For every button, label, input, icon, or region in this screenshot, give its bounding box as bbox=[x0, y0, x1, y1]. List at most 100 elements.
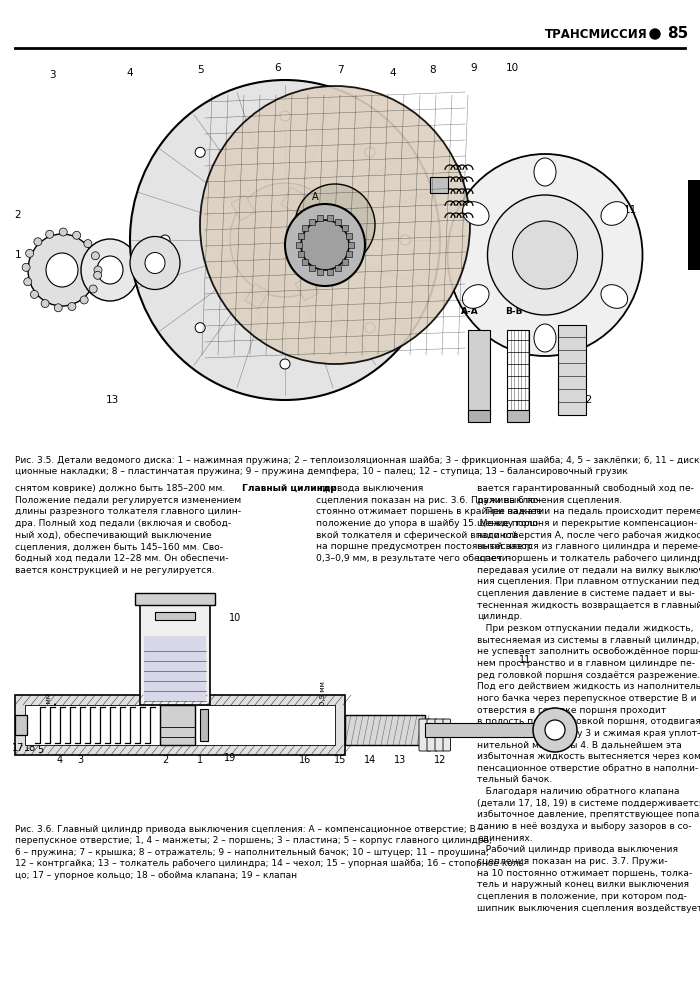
Ellipse shape bbox=[301, 220, 349, 270]
Bar bbox=[468, 410, 490, 422]
Bar bbox=[144, 636, 206, 701]
Circle shape bbox=[160, 235, 170, 245]
Text: 6: 6 bbox=[72, 735, 78, 745]
FancyBboxPatch shape bbox=[435, 719, 444, 751]
Text: 15-20 мм: 15-20 мм bbox=[46, 694, 52, 727]
Text: снятом коврике) должно быть 185–200 мм.
Положение педали регулируется изменением: снятом коврике) должно быть 185–200 мм. … bbox=[15, 484, 241, 574]
Ellipse shape bbox=[487, 195, 603, 315]
Ellipse shape bbox=[601, 202, 628, 226]
Text: 8: 8 bbox=[162, 613, 168, 623]
Text: 10: 10 bbox=[505, 63, 519, 73]
Bar bbox=[558, 325, 586, 415]
Ellipse shape bbox=[534, 324, 556, 352]
Text: 6: 6 bbox=[274, 63, 281, 73]
Text: 9: 9 bbox=[470, 63, 477, 73]
Text: A: A bbox=[312, 192, 318, 202]
Ellipse shape bbox=[512, 221, 578, 289]
Ellipse shape bbox=[34, 238, 42, 246]
Ellipse shape bbox=[295, 184, 375, 266]
Text: B: B bbox=[309, 250, 316, 260]
Text: Рис. 3.6. Главный цилиндр привода выключения сцепления: А – компенсационное отве: Рис. 3.6. Главный цилиндр привода выключ… bbox=[15, 825, 527, 880]
Ellipse shape bbox=[26, 249, 34, 257]
Circle shape bbox=[280, 359, 290, 369]
Ellipse shape bbox=[285, 204, 365, 286]
Circle shape bbox=[650, 29, 660, 39]
Bar bbox=[318, 268, 323, 274]
Ellipse shape bbox=[89, 285, 97, 293]
Text: Рис. 3.5. Детали ведомого диска: 1 – нажимная пружина; 2 – теплоизоляционная шай: Рис. 3.5. Детали ведомого диска: 1 – наж… bbox=[15, 456, 700, 476]
Bar bbox=[309, 219, 315, 225]
Bar bbox=[15, 695, 345, 755]
Ellipse shape bbox=[463, 285, 489, 308]
Text: 13: 13 bbox=[106, 395, 118, 405]
Ellipse shape bbox=[230, 183, 340, 297]
Bar bbox=[335, 219, 341, 225]
FancyBboxPatch shape bbox=[419, 719, 431, 751]
Ellipse shape bbox=[24, 278, 32, 286]
Bar bbox=[318, 216, 323, 222]
Bar bbox=[507, 330, 529, 415]
Bar bbox=[295, 275, 319, 301]
Text: 18: 18 bbox=[24, 743, 36, 753]
Ellipse shape bbox=[80, 296, 88, 304]
Bar bbox=[688, 180, 700, 270]
Bar bbox=[302, 225, 308, 231]
Bar bbox=[245, 283, 269, 309]
Ellipse shape bbox=[92, 251, 99, 259]
FancyBboxPatch shape bbox=[427, 719, 438, 751]
Circle shape bbox=[533, 708, 577, 752]
Ellipse shape bbox=[28, 234, 96, 306]
Text: 3: 3 bbox=[49, 70, 55, 80]
Ellipse shape bbox=[130, 237, 180, 289]
Text: 2: 2 bbox=[162, 755, 168, 765]
Text: 4: 4 bbox=[390, 68, 396, 78]
Ellipse shape bbox=[46, 253, 78, 287]
Ellipse shape bbox=[84, 240, 92, 248]
Text: 85: 85 bbox=[666, 27, 688, 42]
Text: 15: 15 bbox=[334, 755, 346, 765]
Text: 14: 14 bbox=[364, 755, 376, 765]
Text: A-A: A-A bbox=[461, 308, 479, 317]
Text: 5: 5 bbox=[37, 745, 43, 755]
Bar bbox=[25, 705, 335, 745]
Text: 7: 7 bbox=[135, 595, 141, 605]
Ellipse shape bbox=[54, 304, 62, 312]
Ellipse shape bbox=[41, 300, 49, 308]
Circle shape bbox=[195, 323, 205, 333]
Ellipse shape bbox=[534, 158, 556, 186]
Bar bbox=[155, 612, 195, 620]
Bar bbox=[231, 195, 255, 221]
Bar bbox=[298, 233, 304, 239]
Text: 10: 10 bbox=[229, 613, 241, 623]
Bar bbox=[348, 242, 354, 248]
Ellipse shape bbox=[447, 154, 643, 356]
Text: ТРАНСМИССИЯ: ТРАНСМИССИЯ bbox=[545, 28, 648, 41]
Circle shape bbox=[365, 323, 375, 333]
Text: 1: 1 bbox=[197, 755, 203, 765]
Circle shape bbox=[280, 111, 290, 121]
Bar bbox=[326, 268, 332, 274]
Text: 16: 16 bbox=[299, 755, 311, 765]
Bar bbox=[468, 330, 490, 415]
Text: 5: 5 bbox=[197, 65, 203, 75]
Bar bbox=[15, 715, 27, 735]
Bar bbox=[302, 259, 308, 265]
Bar bbox=[140, 605, 210, 705]
Text: 8: 8 bbox=[430, 65, 436, 75]
Bar bbox=[342, 259, 348, 265]
Text: 3: 3 bbox=[690, 218, 699, 232]
Ellipse shape bbox=[601, 285, 628, 308]
Bar bbox=[309, 265, 315, 271]
Ellipse shape bbox=[94, 266, 102, 274]
Text: A: A bbox=[307, 240, 314, 250]
Text: B: B bbox=[314, 215, 321, 225]
Text: 12: 12 bbox=[580, 395, 593, 405]
Ellipse shape bbox=[145, 252, 165, 273]
Bar bbox=[160, 705, 195, 745]
Ellipse shape bbox=[130, 80, 440, 400]
Circle shape bbox=[365, 148, 375, 157]
Text: 1: 1 bbox=[15, 250, 21, 260]
Text: 9: 9 bbox=[177, 595, 183, 605]
FancyBboxPatch shape bbox=[443, 719, 451, 751]
Bar bbox=[200, 709, 208, 741]
